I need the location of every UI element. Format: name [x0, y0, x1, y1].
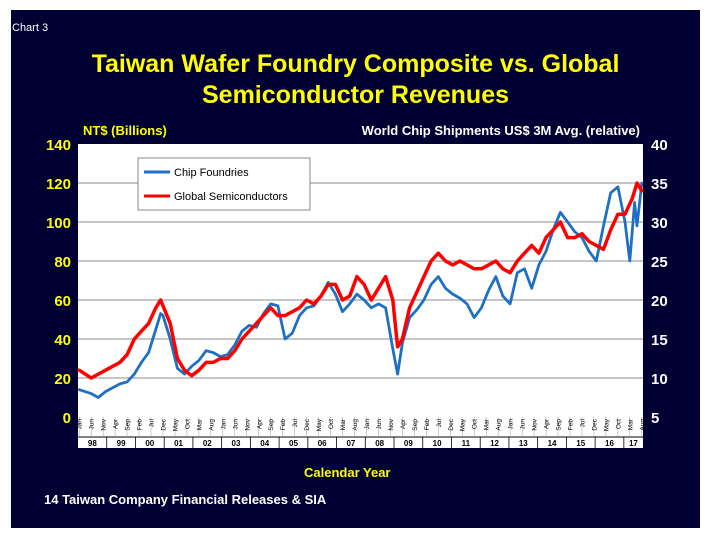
x-month-label: Apr — [113, 418, 120, 429]
y-right-tick-label: 30 — [651, 215, 668, 232]
x-month-label: May — [460, 418, 467, 431]
y-right-tick-label: 25 — [651, 254, 668, 271]
x-year-label: 09 — [404, 439, 413, 448]
x-month-label: Apr — [400, 418, 407, 429]
x-month-label: Jun — [232, 419, 239, 430]
x-month-label: Sep — [556, 419, 563, 431]
x-axis-label: Calendar Year — [304, 465, 391, 480]
legend-label: Global Semiconductors — [174, 191, 288, 203]
x-year-label: 99 — [117, 439, 126, 448]
x-year-label: 02 — [203, 439, 212, 448]
x-year-label: 08 — [375, 439, 384, 448]
x-month-label: Sep — [412, 419, 419, 431]
x-month-label: Feb — [280, 419, 287, 431]
x-year-label: 04 — [260, 439, 269, 448]
x-month-label: May — [603, 418, 610, 431]
x-month-label: Apr — [256, 418, 263, 429]
x-year-label: 17 — [629, 439, 638, 448]
x-month-label: Dec — [448, 418, 455, 430]
x-month-label: Oct — [328, 419, 335, 429]
x-month-label: Sep — [125, 419, 132, 431]
x-month-label: Jul — [436, 418, 443, 427]
x-axis-band — [78, 417, 643, 448]
x-month-label: Sep — [268, 419, 275, 431]
x-month-label: Nov — [244, 418, 251, 430]
x-month-label: Nov — [101, 418, 108, 430]
x-month-label: Nov — [388, 418, 395, 430]
x-year-label: 10 — [433, 439, 442, 448]
source-note: 14 Taiwan Company Financial Releases & S… — [44, 492, 327, 507]
x-month-label: May — [172, 418, 179, 431]
y-axis-right-label: World Chip Shipments US$ 3M Avg. (relati… — [361, 123, 640, 138]
series-line-chip-foundries — [77, 181, 644, 399]
x-month-label: Jan — [77, 419, 84, 430]
legend-box — [137, 157, 311, 211]
x-month-label: Oct — [184, 419, 191, 429]
x-month-label: Jan — [508, 419, 515, 430]
x-year-label: 06 — [318, 439, 327, 448]
x-year-label: 15 — [576, 439, 585, 448]
x-month-label: Jul — [292, 418, 299, 427]
x-month-label: Mar — [484, 418, 491, 430]
series-line-global-semiconductors — [77, 181, 644, 380]
y-axis-left-label: NT$ (Billions) — [83, 123, 167, 138]
y-left-tick-label: 40 — [54, 332, 71, 349]
x-month-label: May — [316, 418, 323, 431]
x-year-label: 13 — [519, 439, 528, 448]
y-right-tick-label: 5 — [651, 410, 659, 427]
x-month-label: Feb — [137, 419, 144, 431]
x-month-label: Mar — [340, 418, 347, 430]
x-month-label: Mar — [627, 418, 634, 430]
x-month-label: Apr — [544, 418, 551, 429]
x-month-label: Aug — [496, 419, 503, 431]
x-month-label: Feb — [424, 419, 431, 431]
x-month-label: Dec — [591, 418, 598, 430]
y-left-tick-label: 60 — [54, 293, 71, 310]
chart-number: Chart 3 — [12, 22, 49, 34]
x-month-label: Mar — [196, 418, 203, 430]
x-month-label: Jun — [376, 419, 383, 430]
y-left-tick-label: 120 — [46, 176, 71, 193]
x-month-label: Feb — [567, 419, 574, 431]
y-right-tick-label: 35 — [651, 176, 668, 193]
y-left-tick-label: 80 — [54, 254, 71, 271]
x-month-label: Oct — [472, 419, 479, 429]
x-year-label: 14 — [548, 439, 557, 448]
x-month-label: Nov — [532, 418, 539, 430]
y-left-tick-label: 20 — [54, 371, 71, 388]
x-year-label: 16 — [605, 439, 614, 448]
x-month-label: Jun — [520, 419, 527, 430]
x-month-label: Aug — [352, 419, 359, 431]
x-month-label: Dec — [160, 418, 167, 430]
x-month-label: Jan — [364, 419, 371, 430]
y-left-tick-label: 100 — [46, 215, 71, 232]
x-month-label: Jul — [149, 418, 156, 427]
x-year-label: 00 — [145, 439, 154, 448]
x-year-label: 03 — [232, 439, 241, 448]
x-month-label: Jan — [220, 419, 227, 430]
x-month-label: Jul — [579, 418, 586, 427]
x-month-label: Aug — [208, 419, 215, 431]
y-right-tick-label: 10 — [651, 371, 668, 388]
y-right-tick-label: 20 — [651, 293, 668, 310]
x-year-label: 01 — [174, 439, 183, 448]
y-left-tick-label: 140 — [46, 137, 71, 154]
x-month-label: Jun — [89, 419, 96, 430]
y-left-tick-label: 0 — [63, 410, 71, 427]
x-year-label: 11 — [462, 439, 471, 448]
x-year-label: 12 — [490, 439, 499, 448]
x-year-label: 05 — [289, 439, 298, 448]
legend-label: Chip Foundries — [174, 167, 249, 179]
chart-title-line1: Taiwan Wafer Foundry Composite vs. Globa… — [91, 50, 620, 78]
y-right-tick-label: 15 — [651, 332, 668, 349]
chart-title-line2: Semiconductor Revenues — [201, 81, 510, 109]
x-year-label: 07 — [346, 439, 355, 448]
x-month-label: Aug — [639, 419, 646, 431]
x-year-label: 98 — [88, 439, 97, 448]
x-month-label: Oct — [615, 419, 622, 429]
y-right-tick-label: 40 — [651, 137, 668, 154]
x-month-label: Dec — [304, 418, 311, 430]
